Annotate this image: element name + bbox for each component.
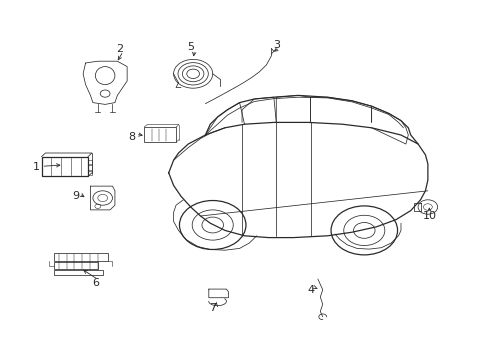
Text: 3: 3 [272, 40, 279, 50]
Text: 1: 1 [33, 162, 40, 172]
Bar [88, 160, 92, 164]
Text: 5: 5 [187, 42, 194, 52]
Bar [144, 127, 176, 142]
Bar [41, 157, 88, 176]
Bar [88, 165, 92, 170]
Text: 10: 10 [423, 211, 436, 221]
Bar [88, 171, 92, 175]
Text: 7: 7 [209, 303, 216, 313]
Text: 4: 4 [306, 285, 313, 295]
Text: 9: 9 [72, 191, 79, 201]
Text: 8: 8 [128, 132, 135, 142]
Bar [54, 253, 107, 261]
Bar [54, 270, 102, 275]
Text: 2: 2 [116, 44, 123, 54]
Bar [54, 262, 98, 269]
Text: 6: 6 [92, 278, 99, 288]
